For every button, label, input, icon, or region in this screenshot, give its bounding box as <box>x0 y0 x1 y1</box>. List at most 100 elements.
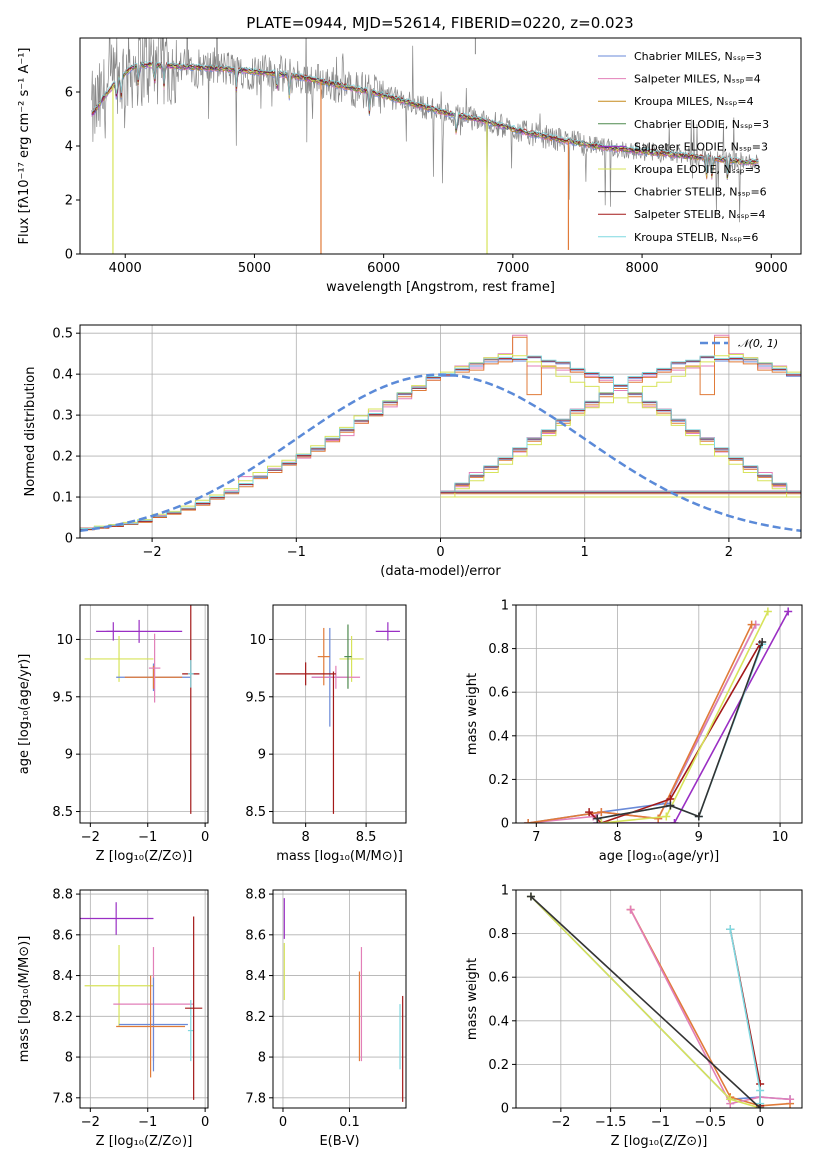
x-tick-label: 0 <box>756 1115 764 1130</box>
legend-entry: Chabrier STELIB, Nₛₛₚ=6 <box>634 186 767 199</box>
y-tick-label: 0.2 <box>488 1058 509 1073</box>
y-tick-label: 0 <box>65 532 73 547</box>
y-tick-label: 2 <box>65 194 73 209</box>
error-bar-point <box>187 1000 194 1062</box>
y-tick-label: 0 <box>501 1102 509 1117</box>
legend-entry: Chabrier MILES, Nₛₛₚ=3 <box>634 50 762 63</box>
x-tick-label: −1.5 <box>595 1115 627 1130</box>
legend-entry: Kroupa MILES, Nₛₛₚ=4 <box>634 95 754 108</box>
y-tick-label: 0.3 <box>52 409 73 424</box>
x-tick-label: −1 <box>287 545 306 560</box>
weight-marker <box>585 808 594 817</box>
weight-marker <box>654 814 663 823</box>
legend: 𝒩(0, 1) <box>700 337 778 350</box>
weight-marker <box>593 814 602 823</box>
error-bar-point <box>84 635 154 682</box>
figure-title: PLATE=0944, MJD=52614, FIBERID=0220, z=0… <box>246 14 633 32</box>
plot-area <box>526 892 795 1108</box>
y-tick-label: 8.4 <box>245 969 266 984</box>
weight-marker <box>756 1086 765 1095</box>
y-tick-label: 8.5 <box>245 805 266 820</box>
weight-marker <box>666 801 675 810</box>
y-axis-label: mass [log₁₀(M/M⊙)] <box>17 936 32 1063</box>
plot-area <box>80 902 203 1100</box>
histogram-step <box>80 336 801 531</box>
weight-marker <box>784 607 793 616</box>
y-tick-label: 8 <box>65 1051 73 1066</box>
axes-weight-vs-Z: −2 −1.5 −1 −0.5 0 0 0.2 0.4 0.6 0.8 1 Z [log₁₀(Z/Z⊙… <box>465 884 803 1149</box>
axes-frame <box>272 889 407 1109</box>
x-tick-label: 9 <box>695 830 703 845</box>
y-tick-label: 1 <box>501 884 509 899</box>
plot-area <box>80 334 801 533</box>
x-tick-label: 0.1 <box>339 1115 360 1130</box>
plot-area <box>84 605 200 814</box>
legend-entry: Kroupa STELIB, Nₛₛₚ=6 <box>634 231 758 244</box>
weight-marker <box>670 819 679 823</box>
y-tick-label: 0.2 <box>52 450 73 465</box>
x-tick-label: −2 <box>143 545 162 560</box>
error-bar-point <box>187 660 194 688</box>
y-tick-label: 9.5 <box>245 690 266 705</box>
legend-entry: Salpeter ELODIE, Nₛₛₚ=3 <box>634 140 768 153</box>
error-bar-point <box>317 627 330 686</box>
plot-area <box>524 607 793 823</box>
y-tick-label: 8.2 <box>245 1010 266 1025</box>
x-tick-label: −0.5 <box>695 1115 727 1130</box>
y-tick-label: 0.8 <box>488 927 509 942</box>
y-tick-label: 8.2 <box>52 1010 73 1025</box>
axes-age-vs-mass: 8 8.5 8.5 9 9.5 10 mass [log₁₀(M/M⊙)] <box>245 604 407 864</box>
y-tick-label: 0.4 <box>488 729 509 744</box>
weight-series <box>597 611 789 823</box>
weight-marker <box>726 1095 735 1104</box>
axes-residuals: 𝒩(0, 1) −2 −1 0 1 2 0 0.1 0.2 0.3 0.4 0.5 (data-mode… <box>23 324 802 579</box>
legend: Chabrier MILES, Nₛₛₚ=3 Salpeter MILES, Nₛ… <box>598 50 769 244</box>
x-tick-label: 1 <box>581 545 589 560</box>
axes-mass-vs-EBV: 0 0.1 7.8 8 8.2 8.4 8.6 8.8 E(B-V) <box>245 888 407 1149</box>
y-tick-label: 1 <box>501 599 509 614</box>
axes-frame <box>79 889 209 1109</box>
y-axis-label: mass weight <box>465 958 480 1040</box>
weight-marker <box>662 812 671 821</box>
weight-marker <box>763 607 772 616</box>
y-axis-label: age [log₁₀(age/yr)] <box>17 654 32 775</box>
weight-marker <box>726 925 735 934</box>
x-axis-label: age [log₁₀(age/yr)] <box>599 849 720 864</box>
x-axis-label: Z [log₁₀(Z/Z⊙)] <box>96 1134 193 1149</box>
x-tick-label: 8 <box>302 830 310 845</box>
y-tick-label: 8.8 <box>52 888 73 903</box>
legend-entry: 𝒩(0, 1) <box>738 337 778 350</box>
x-tick-label: 8 <box>613 830 621 845</box>
y-tick-label: 0.6 <box>488 686 509 701</box>
weight-marker <box>747 620 756 629</box>
legend-entry: Chabrier ELODIE, Nₛₛₚ=3 <box>634 118 769 131</box>
error-bar-point <box>275 662 336 686</box>
y-tick-label: 0.5 <box>52 327 73 342</box>
x-tick-label: 7 <box>532 830 540 845</box>
plot-area <box>91 38 759 254</box>
y-tick-label: 7.8 <box>52 1091 73 1106</box>
error-bar-point <box>96 619 183 643</box>
x-tick-label: 5000 <box>238 261 271 276</box>
y-axis-label: mass weight <box>465 673 480 755</box>
x-tick-label: −1 <box>138 830 157 845</box>
y-tick-label: 8.8 <box>245 888 266 903</box>
error-bar-point <box>124 665 183 689</box>
weight-series <box>629 909 791 1105</box>
x-tick-label: −2 <box>81 830 100 845</box>
axes-mass-vs-Z: −2 −1 0 7.8 8 8.2 8.4 8.6 8.8 Z [log₁₀(Z/Z⊙)] mass… <box>17 888 209 1149</box>
y-tick-label: 8 <box>258 1051 266 1066</box>
x-axis-label: Z [log₁₀(Z/Z⊙)] <box>611 1134 708 1149</box>
y-tick-label: 9.5 <box>52 690 73 705</box>
error-bar-point <box>84 945 154 1027</box>
y-tick-label: 4 <box>65 140 73 155</box>
x-tick-label: 0 <box>436 545 444 560</box>
y-axis-label: Normed distribution <box>23 367 38 497</box>
error-bar-point <box>311 665 361 689</box>
x-axis-label: wavelength [Angstrom, rest frame] <box>326 280 555 295</box>
error-bar-point <box>80 902 154 935</box>
x-tick-label: 0 <box>279 1115 287 1130</box>
weight-series <box>528 624 753 823</box>
weight-marker <box>626 905 635 914</box>
error-bar-point <box>116 975 186 1078</box>
